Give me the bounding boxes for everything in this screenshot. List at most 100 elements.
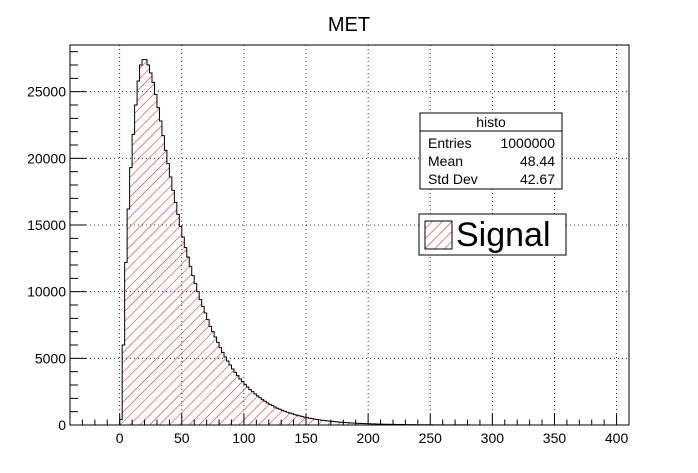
histogram-bin <box>251 391 254 425</box>
histogram-bin <box>129 167 133 425</box>
y-tick-label: 25000 <box>27 84 66 100</box>
histogram-bin <box>370 423 374 425</box>
y-tick-label: 5000 <box>35 350 66 366</box>
stats-label-mean: Mean <box>428 153 463 169</box>
histogram-bin <box>298 415 302 425</box>
histogram-bin <box>241 381 244 425</box>
x-tick-label: 100 <box>232 430 256 446</box>
histogram-bin <box>229 365 232 425</box>
histogram-bin <box>147 65 150 425</box>
histogram-bin <box>191 275 195 425</box>
y-tick-label: 20000 <box>27 150 66 166</box>
histogram-bin <box>256 395 259 425</box>
histogram-bin <box>340 422 344 425</box>
histogram-bin <box>127 209 130 425</box>
histogram-bin <box>236 375 239 425</box>
histogram-bin <box>281 410 284 425</box>
chart-title: MET <box>328 14 370 36</box>
y-tick-label: 0 <box>58 417 66 433</box>
histogram-bin <box>293 414 297 425</box>
histogram-bin <box>233 372 237 425</box>
histogram-bin <box>335 421 339 425</box>
legend-swatch-signal <box>424 220 453 250</box>
y-tick-label: 10000 <box>27 284 66 300</box>
histogram-bin <box>139 65 143 425</box>
histogram-bin <box>179 226 182 425</box>
histogram-bin <box>219 347 222 425</box>
histogram-bin <box>221 352 225 425</box>
histogram-bin <box>363 423 366 425</box>
histogram-bin <box>201 306 205 425</box>
histogram-bin <box>142 59 145 426</box>
histogram-bin <box>174 202 177 425</box>
histogram-bin <box>248 389 252 425</box>
histogram-bin <box>253 393 257 425</box>
plot-frame <box>69 44 630 426</box>
histogram-bin <box>271 405 274 425</box>
histogram-bin <box>171 190 175 425</box>
histogram-bin <box>231 369 234 425</box>
histogram-bin <box>132 134 135 426</box>
histogram-bin <box>224 357 227 425</box>
stats-value-mean: 48.44 <box>520 153 555 169</box>
histogram-bin <box>238 379 242 425</box>
histogram-bin <box>164 150 167 426</box>
histogram-bin <box>358 423 361 425</box>
histogram-bin <box>156 107 160 426</box>
histogram-bin <box>194 283 197 425</box>
histogram-bin <box>204 313 207 425</box>
histogram-bin <box>338 422 341 425</box>
histogram-bin <box>345 422 349 425</box>
histogram-bin <box>137 81 140 425</box>
histogram-bin <box>291 413 294 425</box>
histogram-bin <box>261 399 264 425</box>
histogram-bin <box>365 423 369 425</box>
histogram-bin <box>355 423 359 425</box>
histogram-bin <box>286 412 289 425</box>
histogram-bin <box>211 331 215 425</box>
histogram-bin <box>360 423 364 425</box>
histogram-bin <box>288 413 292 425</box>
histogram-bin <box>368 423 371 425</box>
histogram-bin <box>350 422 354 425</box>
histogram-bin <box>315 419 319 425</box>
legend-label-signal: Signal <box>456 216 551 254</box>
histogram-bin <box>144 59 148 426</box>
histogram-bin <box>209 326 212 425</box>
histogram-bin <box>333 421 336 425</box>
histogram-bin <box>199 299 202 425</box>
histogram-bin <box>348 422 351 425</box>
histogram-bin <box>159 121 162 425</box>
histogram-bin <box>283 411 287 425</box>
histogram-bin <box>268 404 272 425</box>
histogram-bin <box>246 387 249 425</box>
histogram-bin <box>122 345 125 425</box>
histogram-bin <box>176 214 180 425</box>
histogram-bin <box>263 401 267 425</box>
stats-label-entries: Entries <box>428 135 472 151</box>
histogram-bin <box>310 418 314 425</box>
stats-label-stddev: Std Dev <box>428 171 478 187</box>
y-tick-label: 15000 <box>27 217 66 233</box>
histogram-bin <box>216 342 220 425</box>
histogram-bin <box>266 402 269 425</box>
x-tick-label: 300 <box>481 430 505 446</box>
legend: Signal <box>418 213 567 256</box>
histogram-bin <box>323 420 326 425</box>
histogram-bin <box>169 177 172 425</box>
y-axis: 0 5000 10000 15000 20000 25000 <box>27 51 86 433</box>
histogram-bars <box>119 59 488 426</box>
histogram-bin <box>328 421 331 425</box>
x-tick-label: 200 <box>356 430 380 446</box>
x-axis: 0 50 100 150 200 250 300 350 400 <box>81 414 628 446</box>
histogram-bin <box>343 422 346 425</box>
x-tick-label: 150 <box>294 430 318 446</box>
histogram-bin <box>149 73 152 425</box>
histogram-bin <box>184 247 187 425</box>
stats-value-entries: 1000000 <box>500 135 555 151</box>
histogram-bin <box>134 105 138 425</box>
x-tick-label: 250 <box>419 430 443 446</box>
x-tick-label: 350 <box>543 430 567 446</box>
histogram-bin <box>303 417 307 425</box>
